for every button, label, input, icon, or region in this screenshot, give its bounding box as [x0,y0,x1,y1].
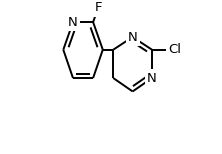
Text: N: N [68,16,78,29]
Text: N: N [147,71,157,85]
Text: F: F [95,1,102,14]
Text: N: N [128,30,137,44]
Text: Cl: Cl [168,43,181,56]
